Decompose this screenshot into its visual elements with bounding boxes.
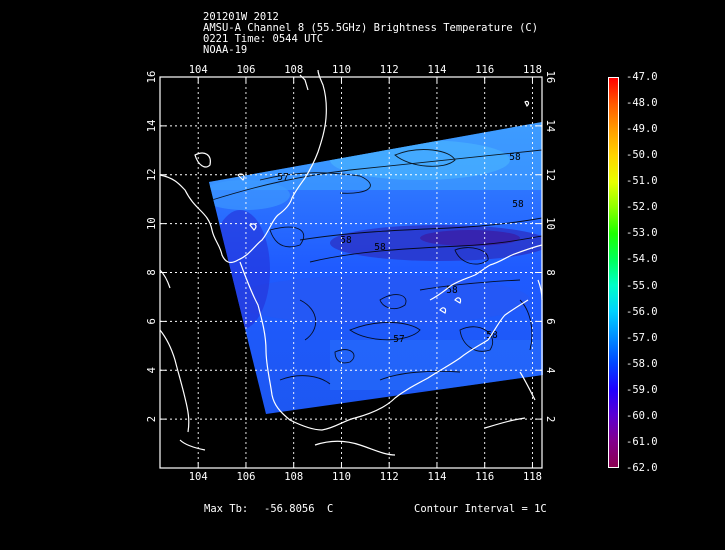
title-line-1: 201201W 2012 xyxy=(203,11,279,23)
lat-tick-label-right: 4 xyxy=(544,367,556,373)
lat-tick-label-left: 4 xyxy=(146,367,158,373)
lon-tick-label-bottom: 114 xyxy=(427,471,446,483)
coastline-layer xyxy=(159,69,543,456)
lon-tick-label-bottom: 116 xyxy=(475,471,494,483)
brightness-temperature-swath: 57 58 58 58 58 58 57 58 xyxy=(209,122,543,414)
title-line-3: 0221 Time: 0544 UTC xyxy=(203,33,324,45)
lat-tick-label-right: 8 xyxy=(544,269,556,275)
contour-label: 58 xyxy=(486,330,498,341)
lat-tick-label-right: 14 xyxy=(544,120,556,133)
contour-interval: Contour Interval = 1C xyxy=(414,503,547,515)
colorbar-label: -52.0 xyxy=(626,201,658,214)
title-line-4: NOAA-19 xyxy=(203,44,248,56)
title-line-2: AMSU-A Channel 8 (55.5GHz) Brightness Te… xyxy=(203,22,539,34)
colorbar-label: -60.0 xyxy=(626,409,658,422)
lat-tick-label-right: 16 xyxy=(544,71,556,84)
lon-tick-label-bottom: 108 xyxy=(284,471,303,483)
max-tb-unit: C xyxy=(327,503,334,515)
colorbar-label: -50.0 xyxy=(626,149,658,162)
lat-tick-label-left: 16 xyxy=(146,71,158,84)
lon-tick-label-top: 110 xyxy=(332,64,351,76)
colorbar-label: -54.0 xyxy=(626,253,658,266)
colorbar-label: -59.0 xyxy=(626,383,658,396)
colorbar-label: -55.0 xyxy=(626,279,658,292)
colorbar-label: -51.0 xyxy=(626,175,658,188)
contour-label: 58 xyxy=(446,285,458,296)
lat-tick-label-right: 12 xyxy=(544,168,556,181)
contour-label: 58 xyxy=(340,235,352,246)
lon-tick-label-top: 116 xyxy=(475,64,494,76)
lat-tick-label-right: 2 xyxy=(544,416,556,422)
colorbar-label: -53.0 xyxy=(626,227,658,240)
lon-tick-label-top: 104 xyxy=(189,64,208,76)
max-tb-label: Max Tb: xyxy=(204,503,249,515)
lon-tick-label-bottom: 112 xyxy=(380,471,399,483)
lon-tick-label-bottom: 104 xyxy=(189,471,208,483)
lat-tick-label-right: 6 xyxy=(544,318,556,324)
lat-tick-label-right: 10 xyxy=(544,217,556,230)
contour-label: 58 xyxy=(509,152,521,163)
map-frame: 1041041061061081081101101121121141141161… xyxy=(146,64,556,483)
colorbar-label: -48.0 xyxy=(626,97,658,110)
contour-label: 58 xyxy=(512,199,524,210)
contour-label: 57 xyxy=(277,172,288,183)
contour-label: 57 xyxy=(393,334,404,345)
colorbar-label: -49.0 xyxy=(626,123,658,136)
lon-tick-label-bottom: 110 xyxy=(332,471,351,483)
lon-tick-label-top: 114 xyxy=(427,64,446,76)
contour-label: 58 xyxy=(374,242,386,253)
colorbar-label: -47.0 xyxy=(626,71,658,83)
lon-tick-label-top: 106 xyxy=(236,64,255,76)
lat-tick-label-left: 10 xyxy=(146,217,158,230)
colorbar-label: -61.0 xyxy=(626,435,658,448)
lon-tick-label-bottom: 106 xyxy=(236,471,255,483)
colorbar-label: -62.0 xyxy=(626,462,658,474)
lon-tick-label-top: 118 xyxy=(523,64,542,76)
lat-tick-label-left: 8 xyxy=(146,269,158,275)
max-tb-value: -56.8056 xyxy=(264,503,315,515)
lat-tick-label-left: 6 xyxy=(146,318,158,324)
colorbar-label: -56.0 xyxy=(626,305,658,318)
lat-tick-label-left: 12 xyxy=(146,168,158,181)
lon-tick-label-top: 108 xyxy=(284,64,303,76)
lon-tick-label-top: 112 xyxy=(380,64,399,76)
lat-tick-label-left: 2 xyxy=(146,416,158,422)
temperature-colorbar xyxy=(608,77,619,468)
lat-tick-label-left: 14 xyxy=(146,120,158,133)
lon-tick-label-bottom: 118 xyxy=(523,471,542,483)
colorbar-label: -57.0 xyxy=(626,331,658,344)
colorbar-label: -58.0 xyxy=(626,357,658,370)
